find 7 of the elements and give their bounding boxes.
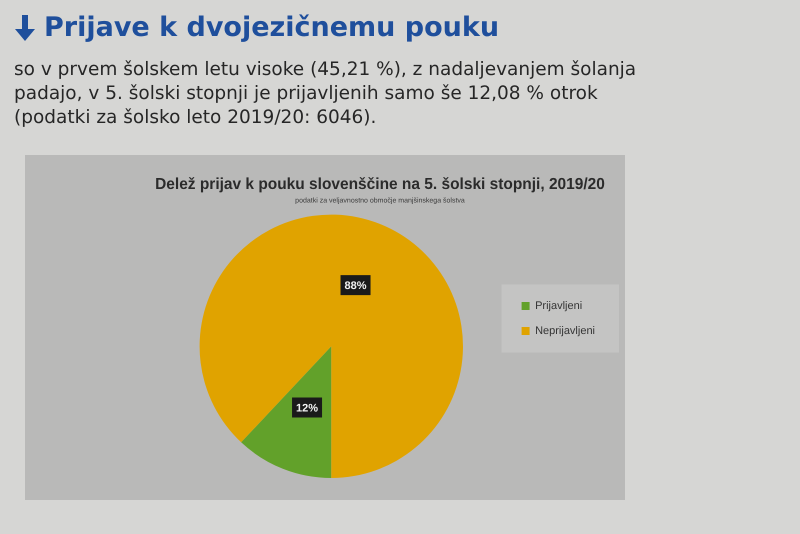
legend-label: Prijavljeni [535, 300, 582, 312]
data-label: 12% [296, 402, 318, 415]
chart-title: Delež prijav k pouku slovenščine na 5. šolski stopnji, 2019/20 [155, 176, 606, 194]
text: so v prvem šolskem letu visoke (45,21 %), z nadaljevanjem šolanja padajo, v 5. šolski stopnji je prijavljenih samo še 12,08 % otrok (podatki za šolsko leto 2019/20: 6046). [14, 58, 638, 130]
legend-label: Neprijavljeni [535, 325, 596, 338]
data-label: 88% [344, 280, 367, 292]
text: Prijave k dvojezičnemu pouku [44, 12, 500, 43]
